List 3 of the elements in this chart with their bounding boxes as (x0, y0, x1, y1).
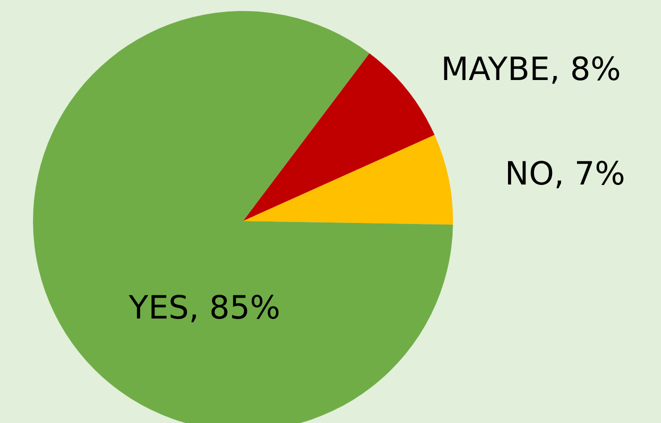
slice-label: NO, 7% (504, 154, 626, 193)
slice-label: YES, 85% (128, 288, 280, 326)
slice-label: MAYBE, 8% (441, 50, 621, 88)
